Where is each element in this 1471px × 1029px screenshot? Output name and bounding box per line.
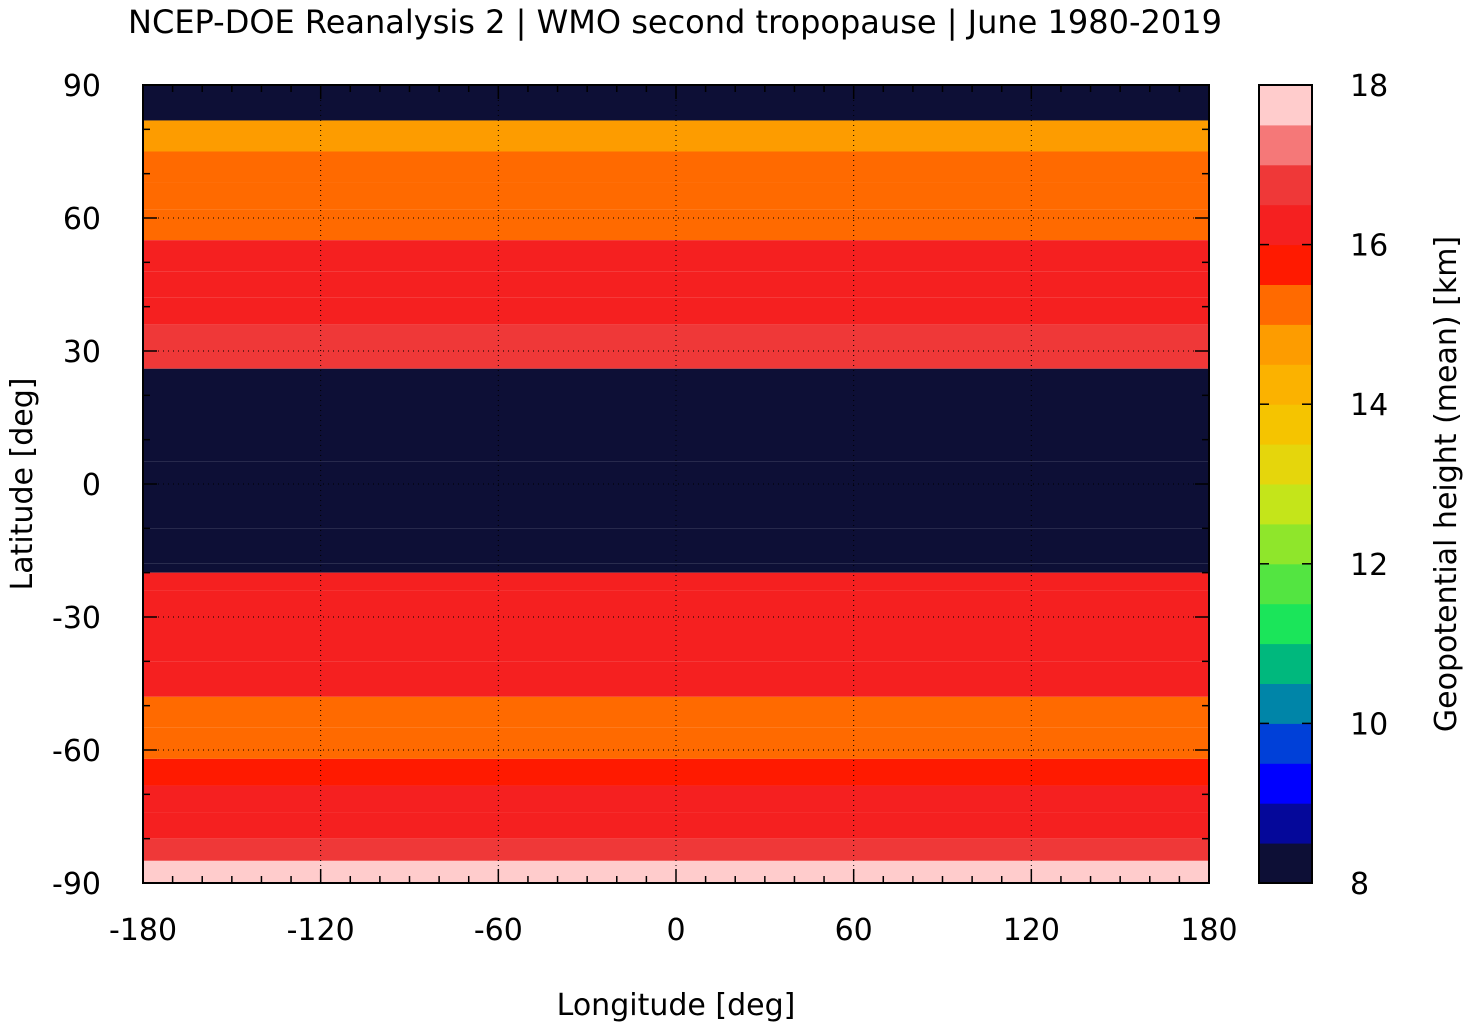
heatmap-band	[143, 324, 1209, 351]
x-axis-label: Longitude [deg]	[557, 988, 796, 1023]
colorbar-tick-label: 16	[1350, 229, 1388, 264]
colorbar-segment	[1259, 85, 1312, 126]
heatmap-band	[143, 727, 1209, 759]
x-tick-label: 180	[1180, 913, 1237, 948]
heatmap-band	[143, 785, 1209, 813]
x-axis: -180 -120 -60 0 60 120 180	[109, 85, 1238, 948]
colorbar-segment	[1259, 763, 1312, 804]
colorbar-segment	[1259, 683, 1312, 724]
colorbar-segment	[1259, 164, 1312, 206]
colorbar-tick-label: 14	[1350, 388, 1388, 423]
colorbar-segment	[1259, 484, 1312, 525]
heatmap-band	[143, 661, 1209, 697]
colorbar-segment	[1259, 324, 1312, 365]
y-tick-label: -60	[52, 734, 101, 769]
colorbar-segment	[1259, 723, 1312, 764]
y-tick-label: 0	[82, 468, 101, 503]
heatmap-band	[143, 528, 1209, 564]
x-tick-label: -60	[474, 913, 523, 948]
heatmap-band	[143, 590, 1209, 617]
x-tick-label: 120	[1003, 913, 1060, 948]
x-tick-label: -120	[287, 913, 355, 948]
colorbar-frame	[1258, 84, 1313, 884]
colorbar-segment	[1259, 284, 1312, 325]
colorbar-segment	[1259, 244, 1312, 285]
colorbar-segment	[1259, 603, 1312, 645]
heatmap-band	[143, 696, 1209, 728]
heatmap-band	[143, 209, 1209, 241]
colorbar-segment	[1259, 364, 1312, 405]
colorbar-segment	[1259, 124, 1312, 166]
heatmap-field	[143, 85, 1209, 883]
heatmap-band	[143, 151, 1209, 183]
colorbar-segment	[1259, 643, 1312, 684]
colorbar	[1259, 85, 1312, 884]
y-axis: 90 60 30 0 -30 -60 -90	[52, 69, 1209, 902]
y-axis-label: Latitude [deg]	[5, 378, 40, 591]
heatmap-band	[143, 758, 1209, 786]
y-tick-label: 30	[63, 335, 101, 370]
heatmap-band	[143, 563, 1209, 573]
heatmap-band	[143, 838, 1209, 861]
colorbar-segment	[1259, 523, 1312, 565]
y-tick-label: -90	[52, 867, 101, 902]
x-tick-label: -180	[109, 913, 177, 948]
heatmap-band	[143, 351, 1209, 369]
heatmap-band	[143, 617, 1209, 662]
colorbar-tick-label: 12	[1350, 548, 1388, 583]
colorbar-segment	[1259, 843, 1312, 884]
x-tick-label: 60	[835, 913, 873, 948]
colorbar-segment	[1259, 563, 1312, 605]
heatmap-band	[143, 572, 1209, 591]
heatmap-band	[143, 461, 1209, 484]
colorbar-label: Geopotential height (mean) [km]	[1429, 236, 1464, 732]
colorbar-tick-label: 8	[1350, 867, 1369, 902]
colorbar-segment	[1259, 803, 1312, 844]
heatmap-band	[143, 297, 1209, 325]
y-tick-label: 60	[63, 202, 101, 237]
chart-title: NCEP-DOE Reanalysis 2 | WMO second tropo…	[128, 3, 1222, 41]
colorbar-ticks: 18 16 14 12 10 8	[1259, 69, 1388, 902]
y-tick-label: -30	[52, 601, 101, 636]
x-tick-label: 0	[666, 913, 685, 948]
colorbar-tick-label: 18	[1350, 69, 1388, 104]
colorbar-tick-label: 10	[1350, 707, 1388, 742]
y-tick-label: 90	[63, 69, 101, 104]
colorbar-segment	[1259, 444, 1312, 485]
heatmap-band	[143, 368, 1209, 418]
colorbar-segment	[1259, 404, 1312, 445]
grid-lines	[143, 85, 1209, 883]
heatmap-band	[143, 417, 1209, 462]
colorbar-segment	[1259, 204, 1312, 246]
